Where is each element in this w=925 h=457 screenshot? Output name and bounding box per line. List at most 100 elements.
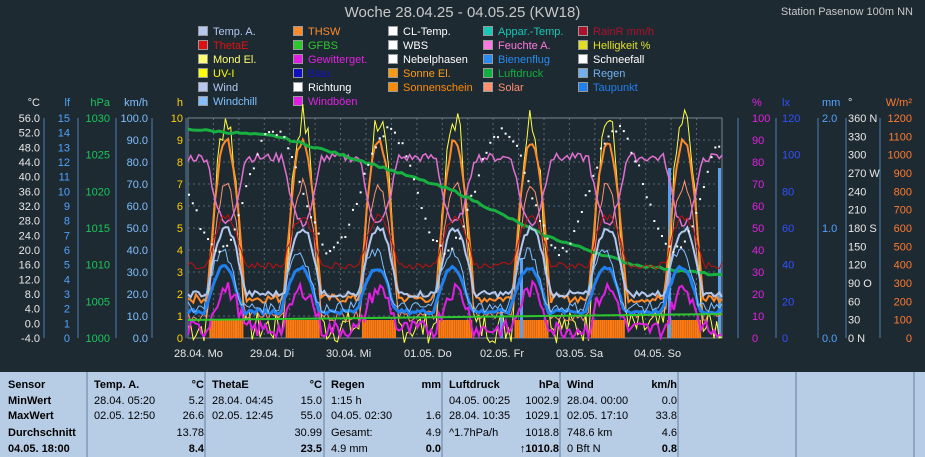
axis-tick-label: 20 xyxy=(782,296,794,308)
legend-item: Taupunkt xyxy=(578,82,638,94)
axis-unit-label: °C xyxy=(28,97,40,109)
sunshine-bar xyxy=(694,320,697,338)
axis-tick-label: 16.0 xyxy=(19,260,40,272)
axis-tick-label: 0.0 xyxy=(133,333,148,345)
direction-dot xyxy=(695,211,698,214)
direction-dot xyxy=(363,172,366,175)
table-column-divider xyxy=(204,372,206,457)
direction-dot xyxy=(241,202,244,205)
direction-dot xyxy=(317,232,320,235)
direction-dot xyxy=(264,133,267,136)
table-cell: 28.04. 05:20 xyxy=(94,395,156,407)
column-unit: km/h xyxy=(651,379,677,391)
sunshine-bar xyxy=(366,320,369,338)
axis-tick-label: 9 xyxy=(64,201,70,213)
legend-swatch xyxy=(293,82,303,92)
legend-label: Luftdruck xyxy=(498,68,544,80)
day-label: 30.04. Mi xyxy=(326,348,371,360)
legend-swatch xyxy=(578,82,588,92)
axis-tick-label: 8.0 xyxy=(25,289,40,301)
sunshine-bar xyxy=(601,320,604,338)
direction-dot xyxy=(550,244,553,247)
axis-tick-label: 11 xyxy=(59,172,70,184)
sunshine-bar xyxy=(241,320,244,338)
legend-swatch xyxy=(483,68,493,78)
direction-dot xyxy=(660,235,663,238)
sunshine-bar xyxy=(211,320,214,338)
direction-dot xyxy=(565,250,568,253)
table-value: 33.8 xyxy=(655,410,677,422)
direction-dot xyxy=(371,152,374,155)
axis-tick-label: 44.0 xyxy=(19,157,40,169)
column-header: ThetaE xyxy=(212,379,249,391)
sunshine-bar xyxy=(296,320,299,338)
sunshine-bar xyxy=(228,320,231,338)
table-cell: 28.04. 10:35 xyxy=(449,410,511,422)
sunshine-bar xyxy=(540,320,543,338)
axis-tick-label: 10 xyxy=(171,113,183,125)
legend-swatch xyxy=(388,26,398,36)
table-value: 13.78 xyxy=(176,427,204,439)
direction-dot xyxy=(294,166,297,169)
direction-dot xyxy=(321,243,324,246)
direction-dot xyxy=(275,134,278,137)
legend-swatch xyxy=(293,54,303,64)
sunshine-bar xyxy=(605,320,608,338)
direction-dot xyxy=(348,223,351,226)
direction-dot xyxy=(420,207,423,210)
legend-label: Nebelphasen xyxy=(403,54,468,66)
legend-item: Richtung xyxy=(293,82,351,94)
direction-dot xyxy=(332,246,335,249)
direction-dot xyxy=(691,225,694,228)
direction-dot xyxy=(290,156,293,159)
sunshine-bar xyxy=(287,320,290,338)
legend-item: Windböen xyxy=(293,96,358,108)
direction-dot xyxy=(474,190,477,193)
axis-tick-label: 50.0 xyxy=(127,223,148,235)
sunshine-bar xyxy=(679,320,682,338)
axis-tick-label: 900 xyxy=(894,168,912,180)
legend-swatch xyxy=(198,54,208,64)
legend-item: UV-I xyxy=(198,68,234,80)
sunshine-bar xyxy=(677,320,680,338)
sunshine-bar xyxy=(389,320,392,338)
table-value: 30.99 xyxy=(294,427,322,439)
series-line xyxy=(187,313,723,321)
sunshine-bar xyxy=(393,320,396,338)
direction-dot xyxy=(542,224,545,227)
direction-dot xyxy=(466,208,469,211)
direction-dot xyxy=(405,155,408,158)
axis-tick-label: 6 xyxy=(177,201,183,213)
axis-tick-label: 1025 xyxy=(86,150,110,162)
table-value: 5.2 xyxy=(188,395,204,407)
axis-unit-label: h xyxy=(177,97,183,109)
direction-dot xyxy=(336,241,339,244)
direction-dot xyxy=(458,237,461,240)
table-column-divider xyxy=(323,372,325,457)
direction-dot xyxy=(485,151,488,154)
dewpoint-line xyxy=(186,264,723,317)
table-value: 1029.1 xyxy=(525,410,559,422)
table-value: 4.6 xyxy=(661,427,677,439)
axis-tick-label: 0.0 xyxy=(25,318,40,330)
sunshine-bar xyxy=(234,320,237,338)
legend-swatch xyxy=(388,54,398,64)
direction-dot xyxy=(470,194,473,197)
sunshine-bar xyxy=(607,320,610,338)
column-unit: hPa xyxy=(538,379,559,391)
day-label: 02.05. Fr xyxy=(480,348,524,360)
legend-swatch xyxy=(198,82,208,92)
row-label: MaxWert xyxy=(8,410,54,422)
direction-dot xyxy=(714,146,717,149)
legend-label: Appar.-Temp. xyxy=(498,26,564,38)
direction-dot xyxy=(287,147,290,150)
direction-dot xyxy=(653,220,656,223)
axis-tick-label: 9 xyxy=(177,135,183,147)
table-value: 0.0 xyxy=(425,443,441,455)
direction-dot xyxy=(306,205,309,208)
direction-dot xyxy=(237,214,240,217)
direction-dot xyxy=(584,194,587,197)
day-label: 28.04. Mo xyxy=(174,348,223,360)
direction-dot xyxy=(443,252,446,255)
axis-tick-label: 100.0 xyxy=(120,113,148,125)
